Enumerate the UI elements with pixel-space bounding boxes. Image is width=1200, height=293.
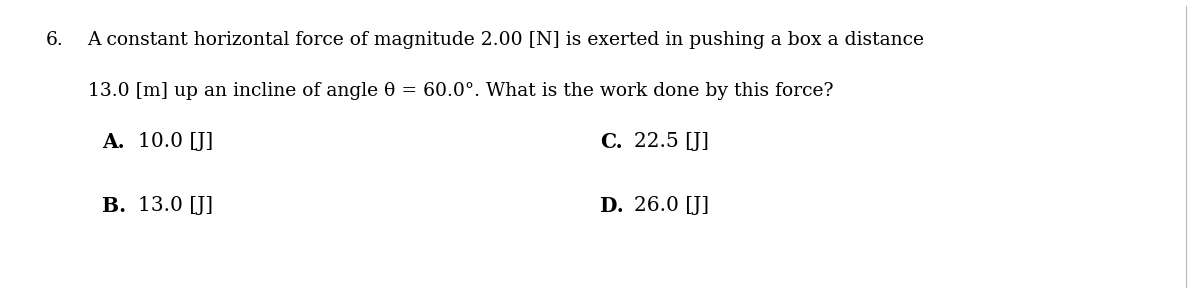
- Text: D.: D.: [600, 196, 624, 216]
- Text: 13.0 [m] up an incline of angle θ = 60.0°. What is the work done by this force?: 13.0 [m] up an incline of angle θ = 60.0…: [88, 82, 833, 100]
- Text: B.: B.: [102, 196, 126, 216]
- Text: A.: A.: [102, 132, 125, 152]
- Text: A constant horizontal force of magnitude 2.00 [N] is exerted in pushing a box a : A constant horizontal force of magnitude…: [88, 31, 925, 49]
- Text: 6.: 6.: [46, 31, 64, 49]
- Text: 22.5 [J]: 22.5 [J]: [634, 132, 708, 151]
- Text: 10.0 [J]: 10.0 [J]: [138, 132, 214, 151]
- Text: 26.0 [J]: 26.0 [J]: [634, 196, 709, 215]
- Text: 13.0 [J]: 13.0 [J]: [138, 196, 214, 215]
- Text: C.: C.: [600, 132, 623, 152]
